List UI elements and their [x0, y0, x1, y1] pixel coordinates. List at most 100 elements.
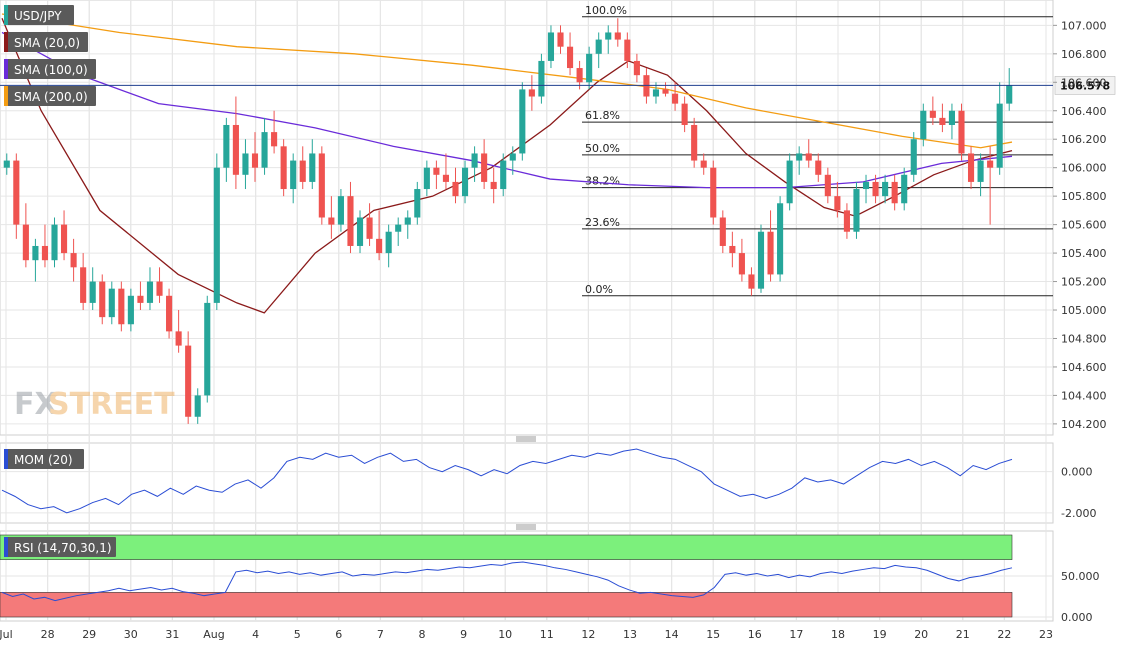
current-price-label: 106.578 — [1060, 79, 1110, 92]
candle-body — [929, 110, 936, 118]
candle-body — [156, 281, 163, 296]
candle-body — [624, 39, 631, 61]
legend-label: MOM (20) — [14, 453, 73, 467]
fib-level-label: 100.0% — [585, 4, 627, 17]
sma-line — [1, 31, 1013, 189]
candle-body — [70, 253, 77, 268]
candle-body — [1006, 85, 1013, 104]
x-tick-label: 10 — [498, 628, 512, 641]
candle-body — [519, 89, 526, 154]
rsi-overbought-band — [0, 534, 1013, 560]
candle-body — [175, 331, 182, 346]
y-tick-label: 105.800 — [1061, 190, 1107, 203]
fib-level-label: 50.0% — [585, 142, 620, 155]
y-tick-label: 106.200 — [1061, 133, 1107, 146]
fibonacci-levels: 100.0% 61.8% 50.0% 38.2% 23.6% 0.0% — [582, 4, 1053, 297]
x-tick-label: 18 — [831, 628, 845, 641]
candle-body — [920, 110, 927, 140]
rsi-series — [1, 561, 1013, 602]
legend-item-mom[interactable]: MOM (20) — [4, 449, 84, 469]
candle-body — [652, 89, 660, 97]
candle-body — [843, 210, 850, 232]
candle-body — [528, 89, 535, 97]
x-tick-label: 5 — [294, 628, 301, 641]
x-tick-label: Aug — [203, 628, 224, 641]
legend-item-sma20[interactable]: SMA (20,0) — [4, 32, 88, 52]
y-tick-label: 50.000 — [1061, 570, 1100, 583]
candle-body — [471, 153, 478, 168]
candle-body — [805, 153, 812, 161]
candlesticks[interactable] — [3, 18, 1013, 424]
y-tick-label: 106.800 — [1061, 48, 1107, 61]
x-tick-label: 15 — [706, 628, 720, 641]
current-price-marker: 106.578 — [0, 76, 1116, 95]
candle-body — [395, 224, 402, 232]
candle-body — [22, 224, 29, 261]
candle-body — [118, 288, 125, 325]
candle-body — [987, 160, 994, 168]
legend-item-rsi[interactable]: RSI (14,70,30,1) — [4, 537, 116, 557]
y-tick-label: 104.800 — [1061, 332, 1107, 345]
legend[interactable]: USD/JPY SMA (20,0) SMA (100,0) SMA (200,… — [4, 5, 116, 557]
x-tick-label: 17 — [789, 628, 803, 641]
candle-body — [767, 231, 774, 275]
candle-body — [423, 167, 430, 190]
candle-body — [309, 153, 316, 182]
candle-body — [824, 174, 831, 197]
candle-body — [662, 89, 669, 94]
legend-item-sma100[interactable]: SMA (100,0) — [4, 59, 96, 79]
candle-body — [41, 245, 49, 261]
candle-body — [290, 160, 297, 190]
candle-body — [786, 160, 793, 204]
y-tick-label: 0.000 — [1061, 611, 1093, 624]
momentum-panel[interactable] — [0, 442, 1054, 524]
x-tick-label: 14 — [665, 628, 679, 641]
candle-body — [108, 288, 115, 318]
panel-resize-handle[interactable] — [516, 524, 536, 530]
candle-body — [204, 302, 211, 396]
candle-body — [213, 167, 220, 303]
candle-body — [547, 32, 555, 61]
candle-body — [242, 153, 249, 175]
candle-body — [719, 217, 726, 246]
candle-body — [32, 245, 39, 261]
candle-body — [376, 238, 383, 254]
fxstreet-watermark: FX STREET — [14, 387, 175, 422]
candle-body — [452, 181, 459, 197]
legend-item-sma200[interactable]: SMA (200,0) — [4, 86, 96, 106]
candle-body — [729, 245, 736, 254]
price-panel[interactable] — [0, 0, 1054, 436]
candle-body — [385, 231, 392, 254]
candle-body — [89, 281, 96, 303]
current-price-tag — [1054, 76, 1116, 95]
fib-level-label: 23.6% — [585, 216, 620, 229]
legend-item-usdjpy[interactable]: USD/JPY — [4, 5, 74, 25]
candle-body — [586, 53, 593, 83]
x-tick-label: 8 — [419, 628, 426, 641]
x-tick-label: 9 — [460, 628, 467, 641]
y-axis-labels: 107.000 106.800 106.600 106.400 106.200 106.0… — [1053, 19, 1107, 624]
candle-body — [280, 146, 287, 190]
candle-body — [61, 224, 68, 254]
candle-body — [51, 224, 58, 261]
candle-body — [891, 181, 898, 204]
x-tick-label: 12 — [581, 628, 595, 641]
x-tick-label: 7 — [377, 628, 384, 641]
y-tick-label: 104.400 — [1061, 389, 1107, 402]
candle-body — [977, 160, 984, 182]
candle-body — [757, 231, 765, 289]
candle-body — [318, 153, 325, 218]
candle-body — [80, 267, 87, 303]
candle-body — [500, 160, 507, 190]
candle-body — [834, 196, 841, 211]
watermark-prefix: FX — [14, 387, 58, 422]
candle-body — [738, 253, 745, 275]
panel-resize-handle[interactable] — [516, 436, 536, 442]
candle-body — [681, 103, 688, 125]
candle-body — [614, 32, 621, 40]
candle-body — [232, 124, 239, 175]
candle-body — [146, 281, 154, 303]
candle-body — [672, 93, 679, 104]
candle-body — [815, 160, 822, 175]
